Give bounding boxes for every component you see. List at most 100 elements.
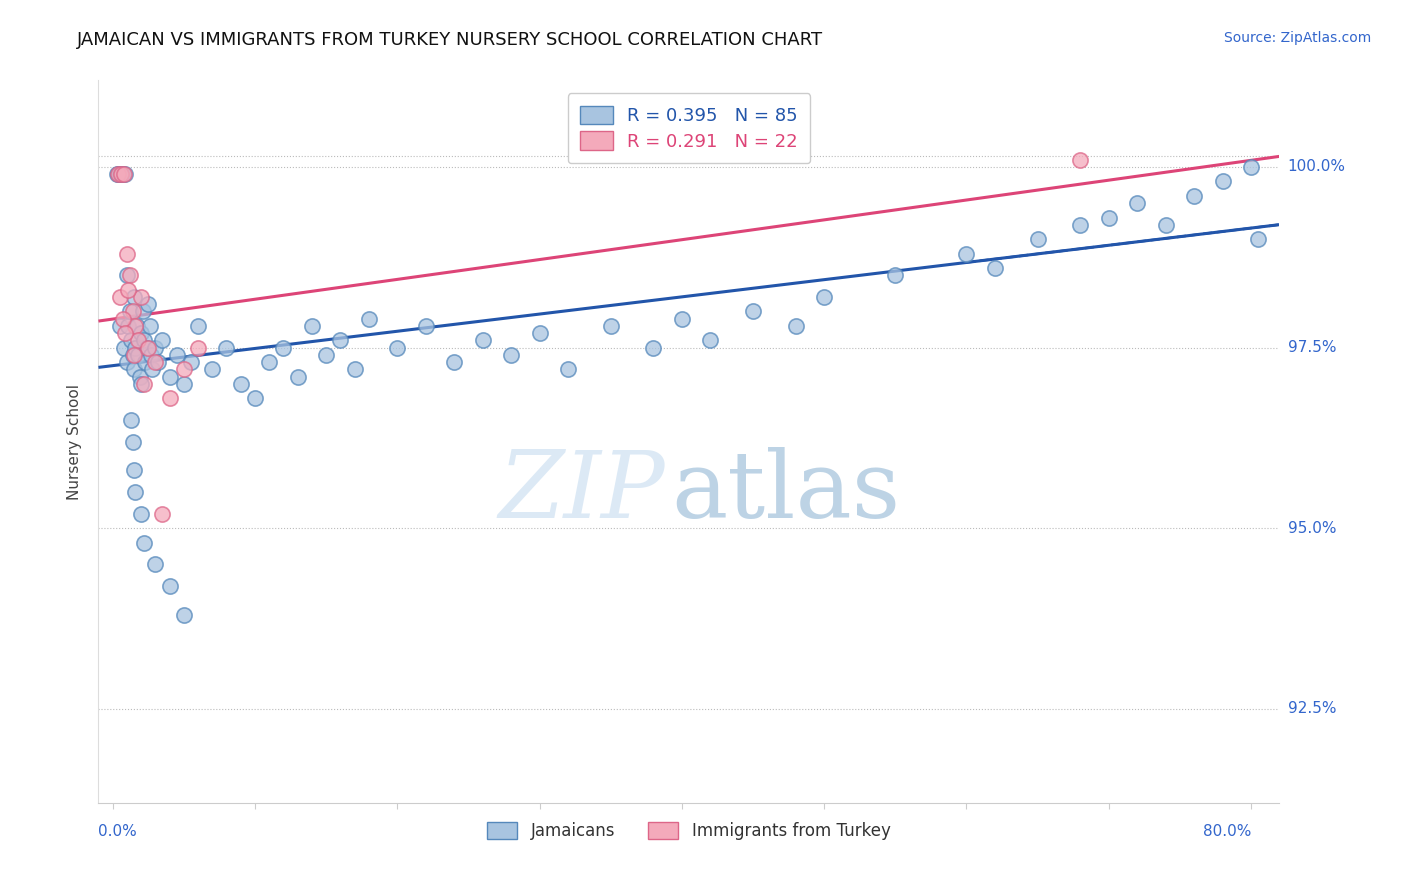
Point <box>108 318 131 333</box>
Point <box>471 334 494 348</box>
Point <box>1098 211 1121 225</box>
Point <box>742 304 765 318</box>
Point <box>121 348 143 362</box>
Point <box>107 167 129 181</box>
Point <box>136 297 159 311</box>
Point <box>287 369 309 384</box>
Point <box>152 507 174 521</box>
Point <box>121 304 143 318</box>
Point <box>173 376 195 391</box>
Point <box>143 355 166 369</box>
Point <box>128 369 150 384</box>
Point <box>134 355 156 369</box>
Point <box>443 355 465 369</box>
Point <box>129 507 152 521</box>
Point <box>315 348 337 362</box>
Point <box>173 362 195 376</box>
Point <box>599 318 621 333</box>
Point <box>120 334 142 348</box>
Point <box>117 283 139 297</box>
Point <box>131 304 153 318</box>
Point <box>112 341 135 355</box>
Point <box>132 376 155 391</box>
Text: Source: ZipAtlas.com: Source: ZipAtlas.com <box>1223 31 1371 45</box>
Point <box>112 167 135 181</box>
Point <box>117 318 139 333</box>
Point <box>138 318 160 333</box>
Text: 92.5%: 92.5% <box>1288 701 1336 716</box>
Legend: Jamaicans, Immigrants from Turkey: Jamaicans, Immigrants from Turkey <box>479 814 898 848</box>
Point <box>499 348 522 362</box>
Point <box>813 290 835 304</box>
Point <box>243 391 266 405</box>
Point <box>1240 160 1263 174</box>
Point <box>229 376 252 391</box>
Point <box>139 348 162 362</box>
Point <box>643 341 665 355</box>
Point <box>1247 232 1270 246</box>
Point <box>215 341 238 355</box>
Point <box>115 268 138 283</box>
Point <box>129 326 152 341</box>
Point <box>1154 218 1177 232</box>
Text: 0.0%: 0.0% <box>98 824 138 839</box>
Point <box>114 326 136 341</box>
Point <box>110 167 132 181</box>
Point <box>124 485 146 500</box>
Point <box>111 311 134 326</box>
Point <box>129 376 152 391</box>
Point <box>152 334 174 348</box>
Point <box>118 268 141 283</box>
Point <box>415 318 437 333</box>
Point <box>135 341 157 355</box>
Point <box>108 167 131 181</box>
Point <box>127 334 149 348</box>
Point <box>105 167 128 181</box>
Point <box>557 362 579 376</box>
Point <box>122 290 145 304</box>
Text: ZIP: ZIP <box>499 447 665 537</box>
Point <box>1069 218 1091 232</box>
Point <box>114 167 136 181</box>
Point <box>124 341 146 355</box>
Point <box>1069 153 1091 167</box>
Point <box>173 607 195 622</box>
Point <box>110 167 132 181</box>
Point <box>699 334 721 348</box>
Point <box>166 348 188 362</box>
Point <box>159 579 181 593</box>
Point <box>129 290 152 304</box>
Point <box>671 311 693 326</box>
Point <box>1126 196 1149 211</box>
Point <box>115 246 138 260</box>
Point <box>125 318 148 333</box>
Point <box>122 362 145 376</box>
Point <box>122 348 145 362</box>
Point <box>273 341 295 355</box>
Text: 100.0%: 100.0% <box>1288 160 1346 175</box>
Point <box>159 391 181 405</box>
Point <box>1182 189 1205 203</box>
Text: 95.0%: 95.0% <box>1288 521 1336 536</box>
Point <box>301 318 323 333</box>
Point <box>141 362 163 376</box>
Point <box>201 362 224 376</box>
Point <box>955 246 977 260</box>
Point <box>1026 232 1049 246</box>
Point <box>159 369 181 384</box>
Point <box>148 355 170 369</box>
Text: JAMAICAN VS IMMIGRANTS FROM TURKEY NURSERY SCHOOL CORRELATION CHART: JAMAICAN VS IMMIGRANTS FROM TURKEY NURSE… <box>77 31 824 49</box>
Text: 80.0%: 80.0% <box>1202 824 1251 839</box>
Point <box>132 535 155 549</box>
Point <box>107 167 129 181</box>
Point <box>329 334 352 348</box>
Point <box>132 334 155 348</box>
Point <box>785 318 807 333</box>
Point <box>387 341 409 355</box>
Point <box>1212 174 1234 188</box>
Point <box>529 326 551 341</box>
Point <box>984 261 1007 276</box>
Point <box>136 341 159 355</box>
Point <box>121 434 143 449</box>
Point <box>124 318 146 333</box>
